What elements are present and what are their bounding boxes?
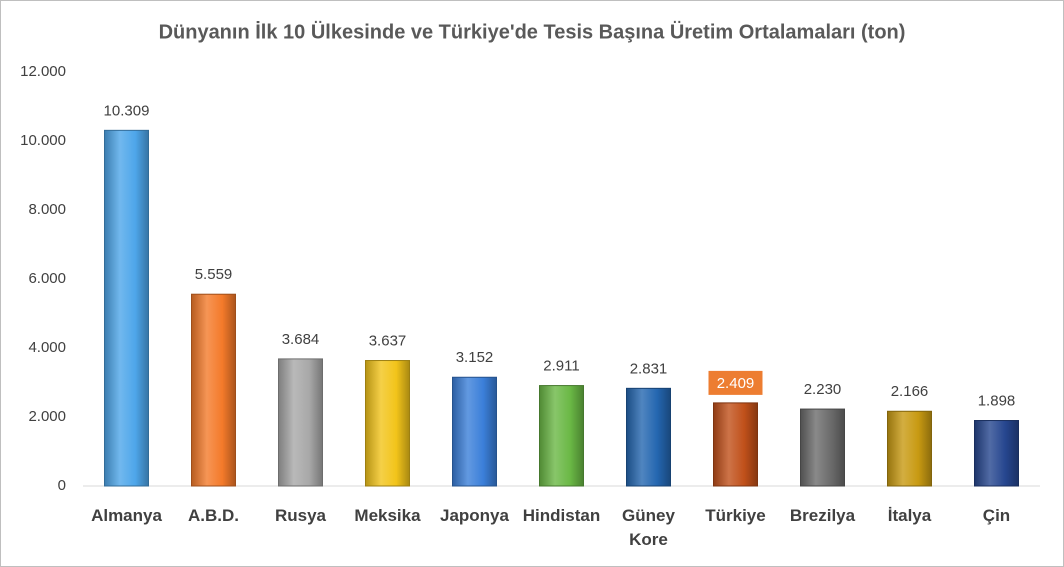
x-tick-label: A.B.D. bbox=[188, 506, 239, 525]
chart-title: Dünyanın İlk 10 Ülkesinde ve Türkiye'de … bbox=[159, 20, 906, 43]
value-label: 2.911 bbox=[543, 358, 579, 375]
y-tick-label: 8.000 bbox=[28, 201, 66, 218]
bar bbox=[191, 293, 236, 487]
bar bbox=[539, 385, 584, 487]
x-tick-label: Hindistan bbox=[522, 506, 601, 525]
x-tick-label: Rusya bbox=[274, 506, 327, 525]
bar bbox=[104, 129, 149, 487]
value-label: 3.684 bbox=[282, 331, 320, 348]
value-label: 3.637 bbox=[369, 332, 407, 349]
value-label: 2.230 bbox=[804, 381, 842, 398]
value-label: 2.409 bbox=[717, 375, 755, 392]
bar bbox=[626, 387, 671, 487]
value-label: 2.831 bbox=[630, 360, 668, 377]
x-tick-label: Brezilya bbox=[789, 506, 856, 525]
value-label-bg bbox=[708, 370, 763, 395]
value-label: 1.898 bbox=[978, 392, 1016, 409]
x-tick-label: Almanya bbox=[91, 506, 162, 525]
bar bbox=[452, 376, 497, 487]
x-tick-label: Çin bbox=[982, 506, 1011, 525]
bar bbox=[974, 420, 1019, 487]
bar bbox=[800, 408, 845, 487]
y-tick-label: 0 bbox=[58, 477, 66, 494]
y-tick-label: 2.000 bbox=[28, 408, 66, 425]
x-tick-label: İtalya bbox=[887, 506, 932, 525]
bar bbox=[887, 410, 932, 487]
y-tick-label: 10.000 bbox=[20, 132, 66, 149]
y-tick-label: 6.000 bbox=[28, 270, 66, 287]
value-label: 5.559 bbox=[195, 266, 233, 283]
bar bbox=[278, 358, 323, 487]
y-tick-label: 12.000 bbox=[20, 63, 66, 80]
value-label: 2.166 bbox=[891, 383, 929, 400]
bar bbox=[365, 360, 410, 487]
value-label: 3.152 bbox=[456, 349, 494, 366]
x-tick-label: Türkiye bbox=[705, 506, 766, 525]
x-tick-label: Japonya bbox=[440, 506, 509, 525]
bar bbox=[713, 402, 758, 487]
value-label: 10.309 bbox=[104, 102, 150, 119]
x-tick-label: Meksika bbox=[354, 506, 421, 525]
y-tick-label: 4.000 bbox=[28, 339, 66, 356]
x-tick-label: Güney Kore bbox=[622, 506, 675, 549]
